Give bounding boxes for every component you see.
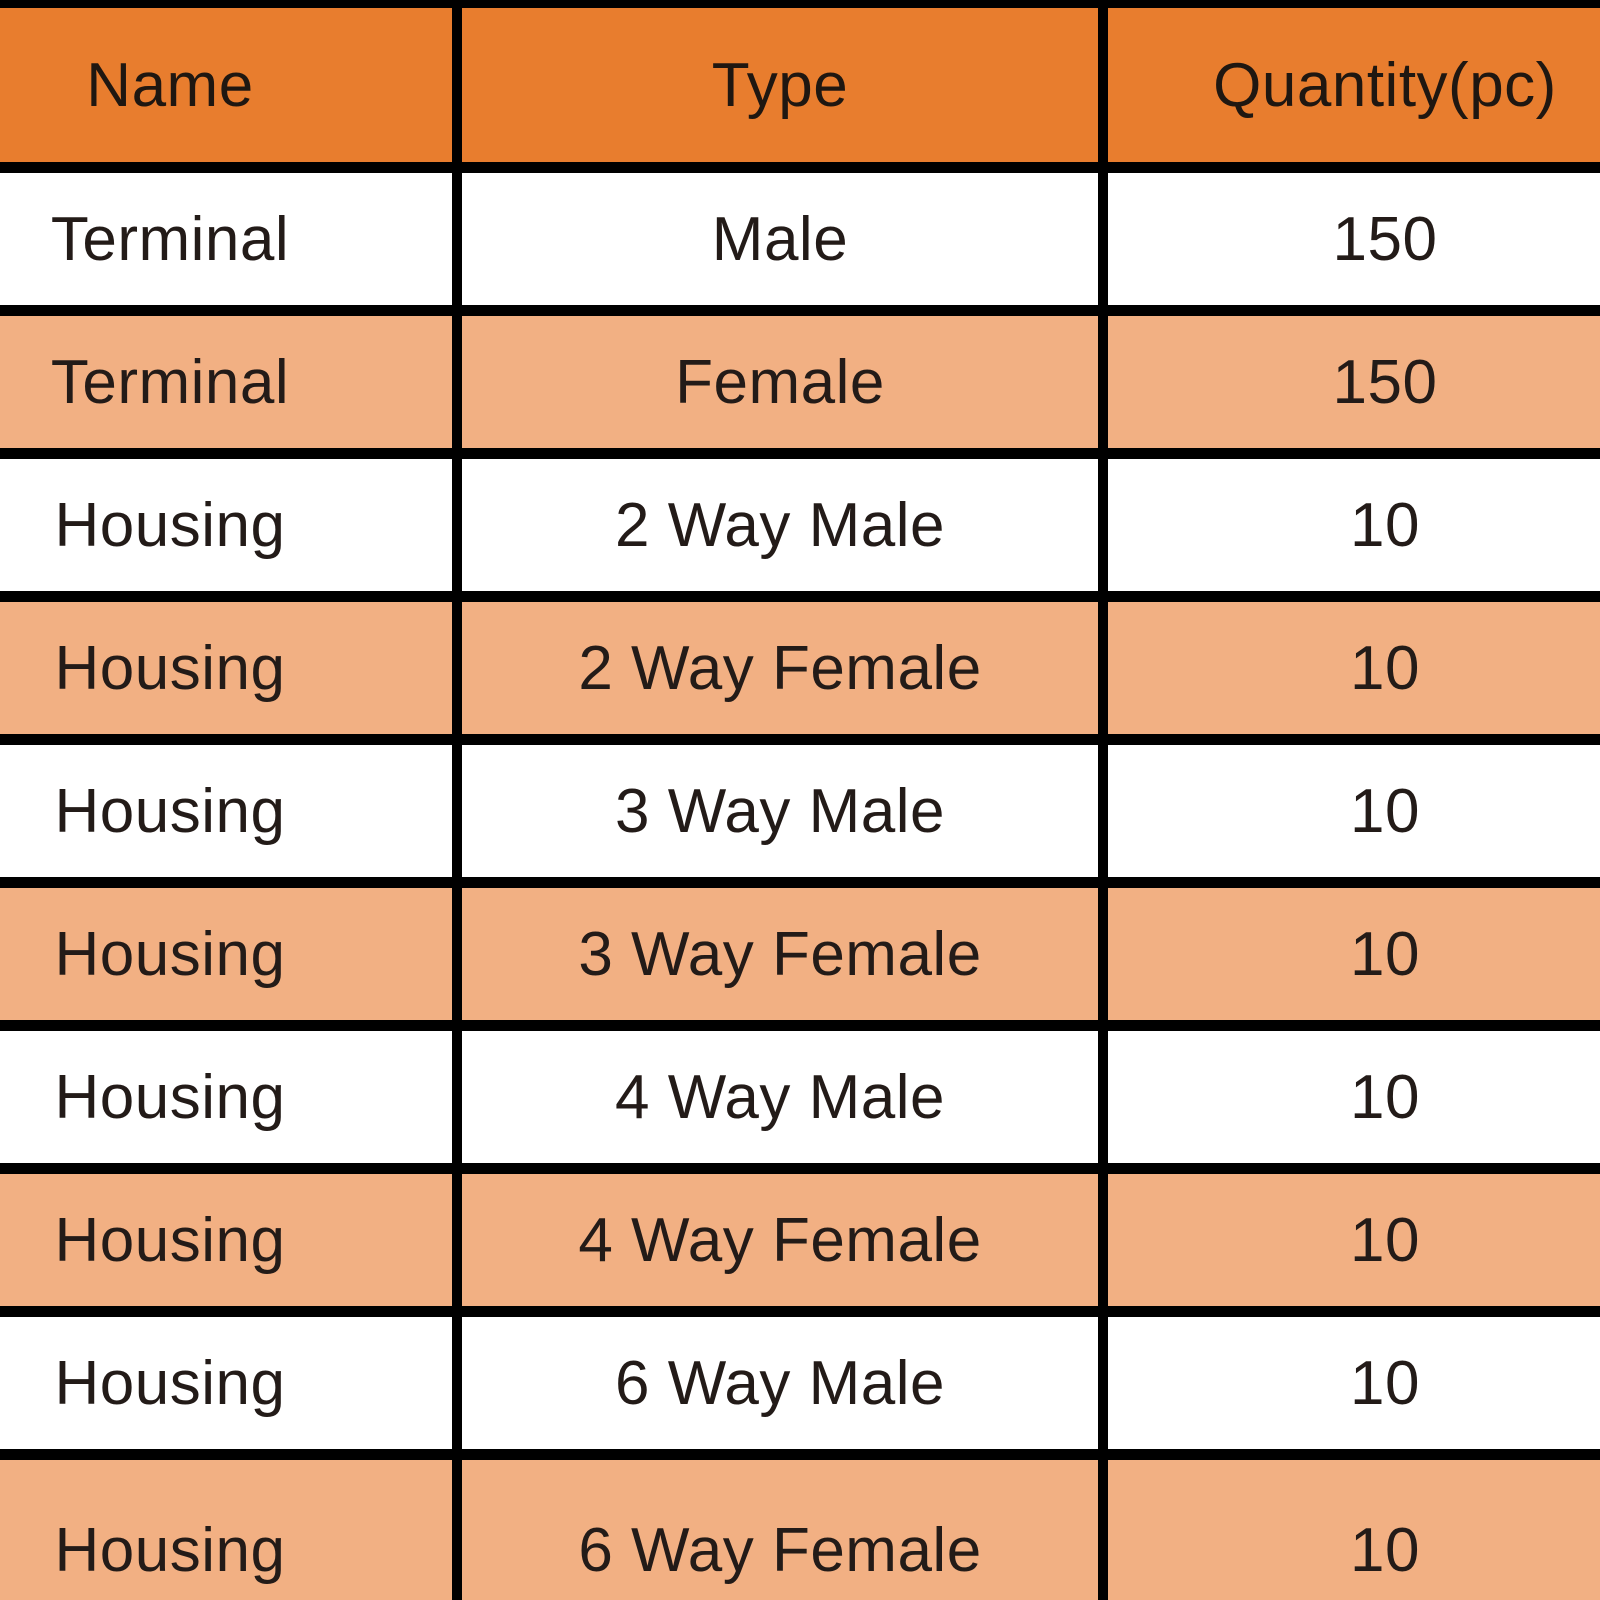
table-cell-name-row8: Housing bbox=[0, 1174, 452, 1306]
table-cell-type-row8: 4 Way Female bbox=[462, 1174, 1098, 1306]
table-cell-type-row3: 2 Way Male bbox=[462, 459, 1098, 591]
table-cell-type-row7: 4 Way Male bbox=[462, 1031, 1098, 1163]
table-cell-name-row6: Housing bbox=[0, 888, 452, 1020]
table-cell-quantity-row5: 10 bbox=[1108, 745, 1600, 877]
table-cell-type-row2: Female bbox=[462, 316, 1098, 448]
table-cell-type-row1: Male bbox=[462, 173, 1098, 305]
table-cell-type-row6: 3 Way Female bbox=[462, 888, 1098, 1020]
table-cell-quantity-row9: 10 bbox=[1108, 1317, 1600, 1449]
column-header-type: Type bbox=[462, 8, 1098, 162]
column-header-name: Name bbox=[0, 8, 452, 162]
table-cell-name-row10: Housing bbox=[0, 1460, 452, 1600]
table-cell-name-row3: Housing bbox=[0, 459, 452, 591]
table-cell-name-row9: Housing bbox=[0, 1317, 452, 1449]
table-cell-name-row5: Housing bbox=[0, 745, 452, 877]
table-cell-quantity-row4: 10 bbox=[1108, 602, 1600, 734]
table-cell-name-row7: Housing bbox=[0, 1031, 452, 1163]
table-cell-quantity-row7: 10 bbox=[1108, 1031, 1600, 1163]
table-cell-type-row4: 2 Way Female bbox=[462, 602, 1098, 734]
table-cell-type-row5: 3 Way Male bbox=[462, 745, 1098, 877]
table-cell-quantity-row2: 150 bbox=[1108, 316, 1600, 448]
table-cell-quantity-row10: 10 bbox=[1108, 1460, 1600, 1600]
table-cell-name-row1: Terminal bbox=[0, 173, 452, 305]
column-header-quantity: Quantity(pc) bbox=[1108, 8, 1600, 162]
table-cell-quantity-row3: 10 bbox=[1108, 459, 1600, 591]
table-cell-quantity-row6: 10 bbox=[1108, 888, 1600, 1020]
table-cell-quantity-row1: 150 bbox=[1108, 173, 1600, 305]
table-cell-name-row4: Housing bbox=[0, 602, 452, 734]
table-cell-type-row10: 6 Way Female bbox=[462, 1460, 1098, 1600]
table-cell-quantity-row8: 10 bbox=[1108, 1174, 1600, 1306]
table-cell-type-row9: 6 Way Male bbox=[462, 1317, 1098, 1449]
table-cell-name-row2: Terminal bbox=[0, 316, 452, 448]
